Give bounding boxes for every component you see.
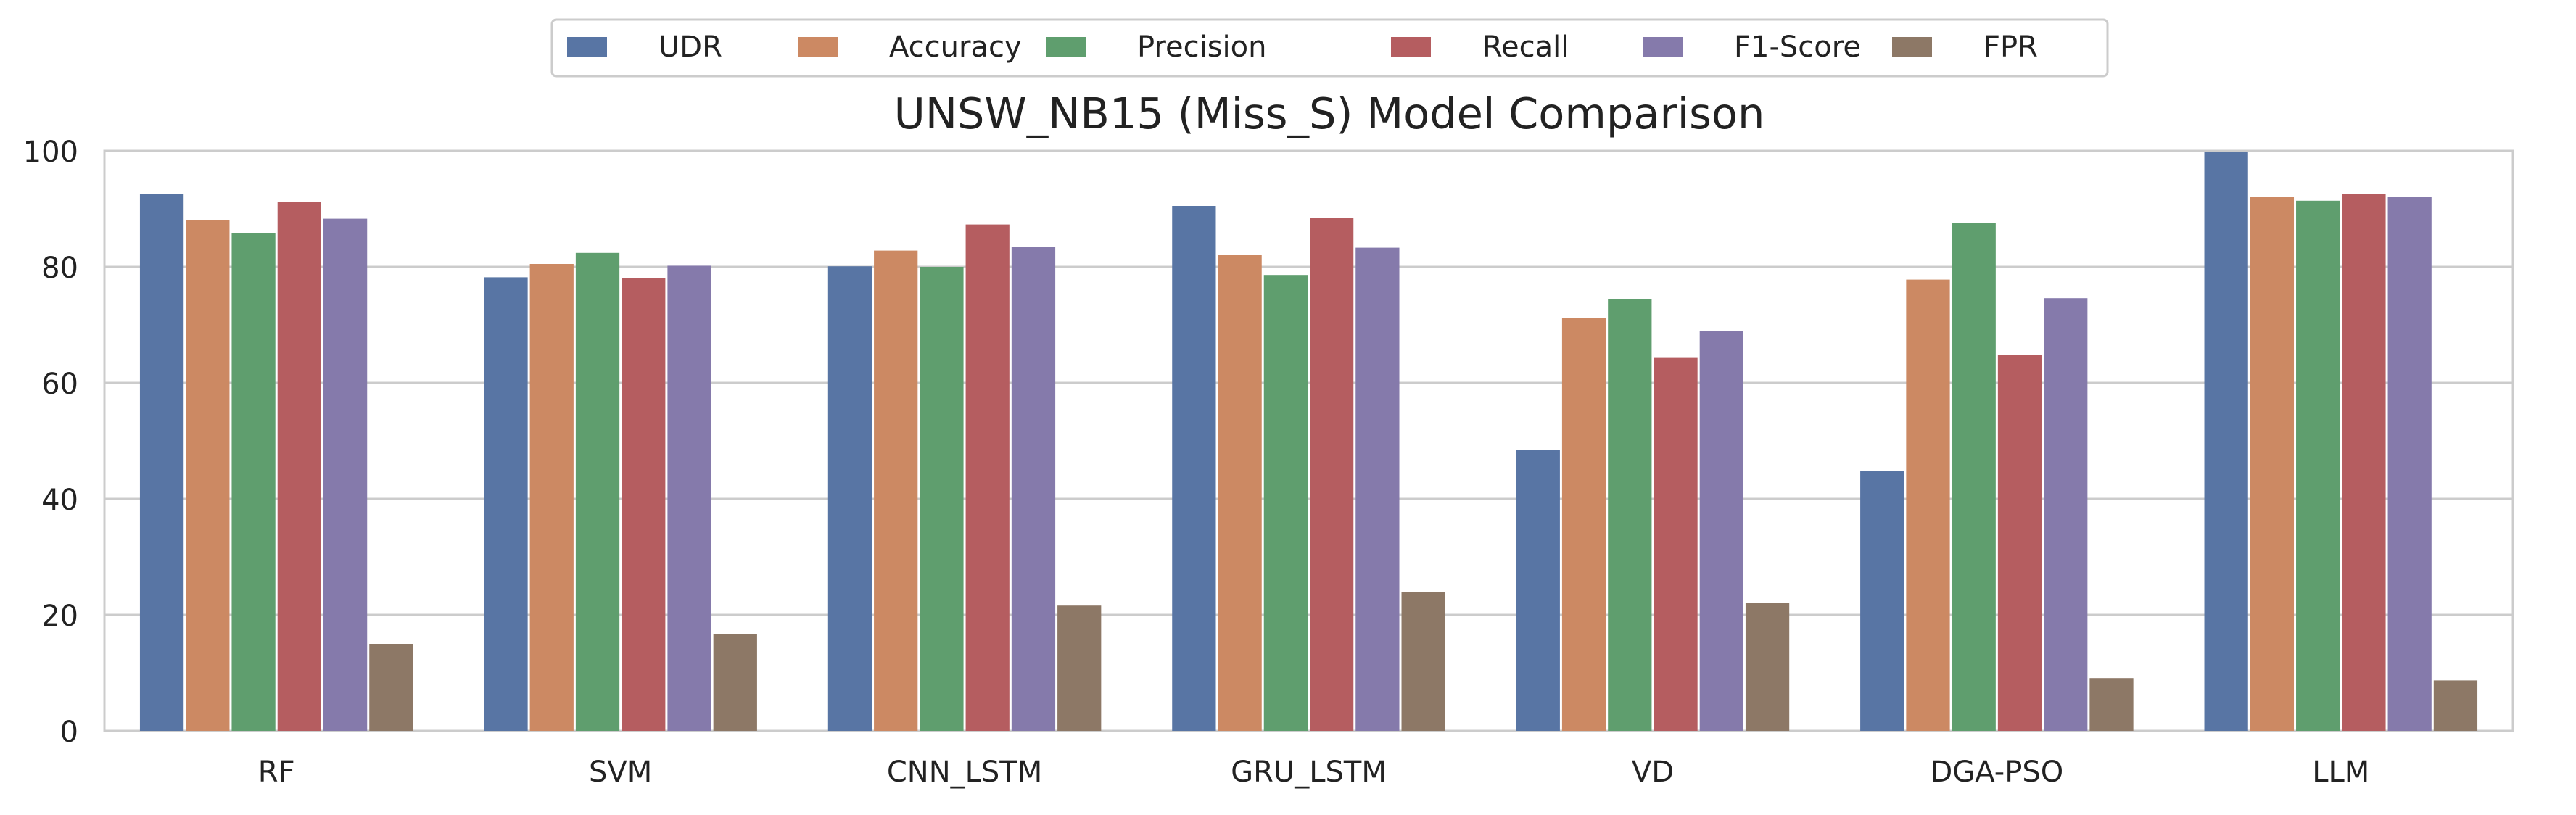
- bar-dga-pso-udr: [1860, 471, 1904, 731]
- bar-llm-fpr: [2433, 680, 2478, 731]
- bar-llm-precision: [2296, 200, 2340, 731]
- legend-label: Accuracy: [889, 30, 1022, 64]
- y-tick-label: 20: [41, 600, 78, 633]
- bar-vd-accuracy: [1561, 318, 1606, 731]
- y-tick-label: 60: [41, 368, 78, 401]
- bar-gru-lstm-accuracy: [1218, 255, 1262, 731]
- legend-swatch: [1643, 37, 1683, 57]
- bar-svm-f1-score: [667, 265, 711, 731]
- bar-dga-pso-f1-score: [2044, 298, 2088, 731]
- bar-gru-lstm-f1-score: [1355, 247, 1400, 732]
- legend: UDR Accuracy Precision Recall F1-Score FPR: [550, 18, 2109, 78]
- bar-rf-precision: [231, 233, 276, 732]
- bar-dga-pso-accuracy: [1906, 279, 1950, 732]
- bar-rf-udr: [139, 194, 184, 731]
- y-tick-label: 100: [23, 136, 78, 169]
- y-axis: 0 20 40 60 80 100: [23, 136, 78, 749]
- bar-vd-recall: [1654, 357, 1698, 732]
- legend-label: UDR: [659, 30, 722, 64]
- x-axis: RF SVM CNN_LSTM GRU_LSTM VD DGA-PSO LLM: [258, 756, 2370, 789]
- legend-label: F1-Score: [1734, 30, 1861, 64]
- bar-llm-recall: [2342, 194, 2386, 731]
- bar-llm-udr: [2204, 152, 2248, 732]
- bars: [139, 152, 2478, 732]
- x-tick-label: GRU_LSTM: [1231, 756, 1387, 789]
- bar-dga-pso-fpr: [2089, 678, 2134, 731]
- bar-cnn-lstm-fpr: [1057, 605, 1102, 731]
- bar-svm-accuracy: [529, 264, 574, 731]
- bar-cnn-lstm-f1-score: [1011, 247, 1056, 731]
- bar-gru-lstm-fpr: [1401, 592, 1445, 731]
- y-tick-label: 0: [60, 716, 78, 749]
- bar-svm-udr: [484, 277, 528, 731]
- bar-dga-pso-recall: [1997, 355, 2042, 732]
- chart-title: UNSW_NB15 (Miss_S) Model Comparison: [894, 88, 1765, 138]
- bar-svm-fpr: [713, 634, 757, 731]
- bar-llm-accuracy: [2250, 197, 2295, 731]
- legend-label: FPR: [1983, 30, 2038, 64]
- bar-svm-recall: [622, 278, 666, 731]
- bar-rf-fpr: [369, 644, 413, 731]
- y-tick-label: 80: [41, 252, 78, 285]
- bar-vd-precision: [1608, 299, 1652, 731]
- bar-svm-precision: [575, 252, 620, 731]
- plot-area: [103, 149, 2514, 732]
- bar-vd-fpr: [1745, 603, 1790, 731]
- bar-cnn-lstm-udr: [827, 266, 872, 731]
- legend-label: Recall: [1482, 30, 1569, 64]
- legend-label: Precision: [1137, 30, 1266, 64]
- bar-cnn-lstm-accuracy: [874, 250, 918, 732]
- legend-swatch: [1892, 37, 1932, 57]
- bar-llm-f1-score: [2387, 197, 2432, 731]
- y-tick-label: 40: [41, 484, 78, 517]
- bar-vd-udr: [1516, 450, 1560, 731]
- bar-vd-f1-score: [1699, 331, 1743, 731]
- bar-gru-lstm-recall: [1310, 218, 1354, 731]
- bar-cnn-lstm-precision: [920, 267, 964, 731]
- bar-rf-recall: [277, 202, 321, 731]
- x-tick-label: LLM: [2312, 756, 2369, 789]
- x-tick-label: CNN_LSTM: [887, 756, 1042, 789]
- bar-rf-accuracy: [186, 220, 230, 731]
- legend-swatch: [1046, 37, 1086, 57]
- x-tick-label: SVM: [589, 756, 652, 789]
- bar-gru-lstm-precision: [1263, 275, 1308, 731]
- legend-box: [550, 18, 2109, 78]
- bar-rf-f1-score: [323, 218, 368, 732]
- legend-swatch: [798, 37, 838, 57]
- legend-swatch: [567, 37, 607, 57]
- bar-cnn-lstm-recall: [965, 224, 1010, 732]
- bar-gru-lstm-udr: [1172, 206, 1216, 731]
- x-tick-label: VD: [1632, 756, 1674, 789]
- x-tick-label: RF: [258, 756, 295, 789]
- bar-dga-pso-precision: [1952, 223, 1996, 731]
- legend-swatch: [1391, 37, 1431, 57]
- x-tick-label: DGA-PSO: [1930, 756, 2063, 789]
